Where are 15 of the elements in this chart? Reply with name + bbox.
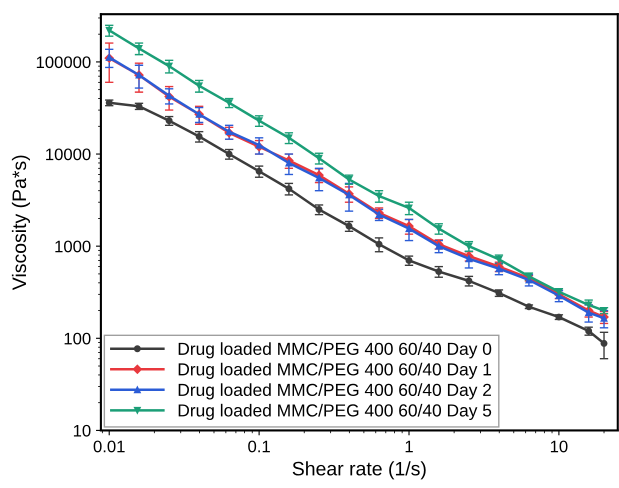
y-axis-title: Viscosity (Pa*s) bbox=[12, 156, 30, 290]
y-tick-label: 10 bbox=[74, 424, 91, 437]
x-tick-label: 0.01 bbox=[94, 440, 125, 452]
y-tick-label: 100000 bbox=[36, 56, 91, 68]
y-tick-label: 1000 bbox=[55, 240, 91, 252]
legend-label: Drug loaded MMC/PEG 400 60/40 Day 5 bbox=[178, 404, 492, 420]
legend-label: Drug loaded MMC/PEG 400 60/40 Day 2 bbox=[178, 383, 492, 400]
y-tick-label: 10000 bbox=[46, 148, 91, 160]
legend-label: Drug loaded MMC/PEG 400 60/40 Day 0 bbox=[178, 342, 492, 358]
x-tick-label: 0.1 bbox=[248, 440, 270, 452]
legend-label: Drug loaded MMC/PEG 400 60/40 Day 1 bbox=[178, 362, 492, 379]
y-tick-label: 100 bbox=[64, 332, 91, 344]
x-tick-label: 1 bbox=[406, 440, 413, 452]
x-tick-label: 10 bbox=[550, 440, 568, 452]
x-axis-title: Shear rate (1/s) bbox=[292, 461, 426, 480]
